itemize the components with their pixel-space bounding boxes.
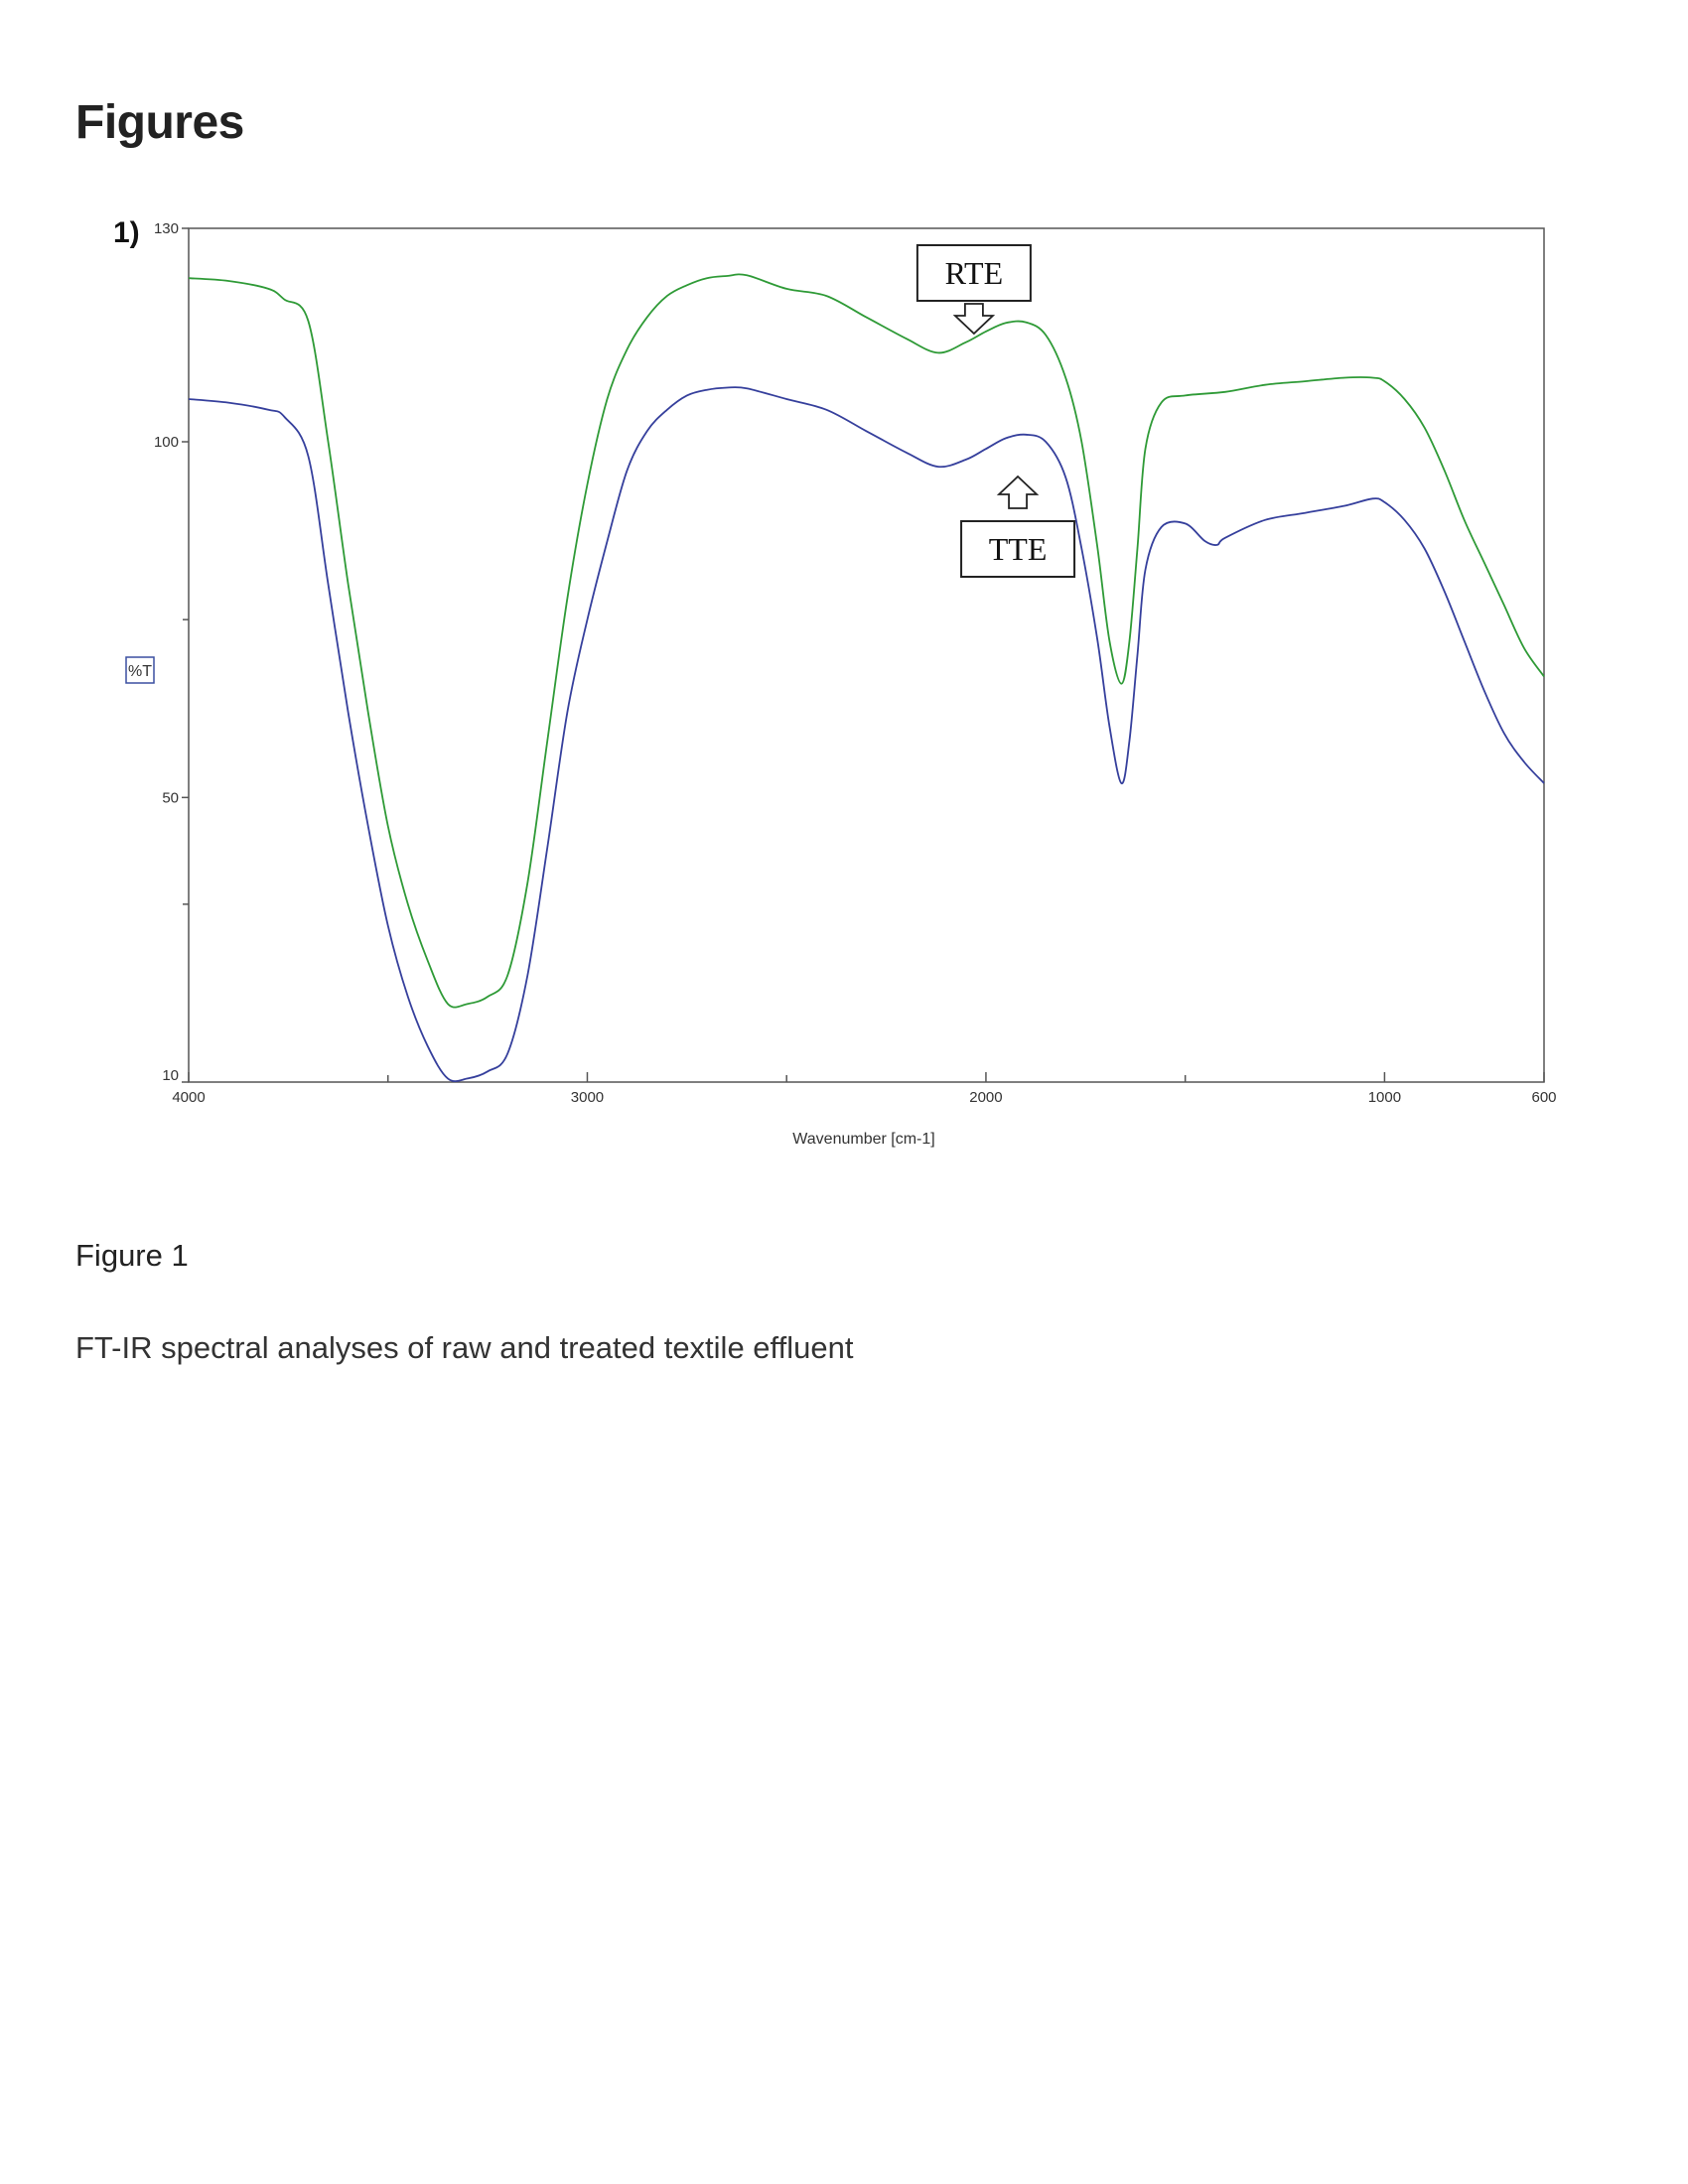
- x-tick-label: 4000: [172, 1089, 205, 1106]
- y-axis: 10 50 100 130: [154, 220, 189, 1084]
- page-heading: Figures: [75, 96, 244, 149]
- x-tick-label: 600: [1531, 1089, 1556, 1106]
- annotation-box: [915, 244, 1032, 302]
- ftir-chart: 1) 10 50 100 130 4000 3000 2000 1000 600 %T Wav…: [99, 208, 1589, 1201]
- series-line-rte: [188, 273, 1545, 1009]
- panel-label: 1): [113, 216, 140, 249]
- annotation-tte: TTE: [960, 475, 1076, 578]
- x-tick-label: 2000: [969, 1089, 1002, 1106]
- y-tick-label: 100: [154, 434, 179, 451]
- y-axis-label: %T: [128, 663, 152, 680]
- annotation-box: [960, 520, 1076, 578]
- figure-label: Figure 1: [75, 1238, 189, 1273]
- annotation-label-tte: TTE: [989, 531, 1048, 567]
- annotation-label-rte: RTE: [945, 255, 1004, 291]
- x-axis-label: Wavenumber [cm-1]: [792, 1131, 934, 1148]
- annotation-rte: RTE: [915, 244, 1032, 336]
- figure-caption: FT-IR spectral analyses of raw and treat…: [75, 1330, 854, 1365]
- ftir-chart-svg: 1) 10 50 100 130 4000 3000 2000 1000 600 %T Wav…: [113, 216, 1557, 1148]
- y-axis-label-box: [125, 656, 155, 684]
- arrow-up-icon: [996, 475, 1040, 509]
- y-tick-label: 130: [154, 220, 179, 237]
- annotation-layer: RTE TTE: [915, 244, 1076, 578]
- arrow-down-icon: [952, 303, 996, 336]
- x-tick-label: 1000: [1368, 1089, 1401, 1106]
- plot-frame: [188, 227, 1545, 1083]
- y-tick-label: 50: [162, 789, 179, 806]
- x-axis: 4000 3000 2000 1000 600: [172, 1072, 1557, 1106]
- series-layer: [188, 273, 1545, 1082]
- x-tick-label: 3000: [571, 1089, 604, 1106]
- y-tick-label: 10: [162, 1067, 179, 1084]
- series-line-tte: [188, 386, 1545, 1082]
